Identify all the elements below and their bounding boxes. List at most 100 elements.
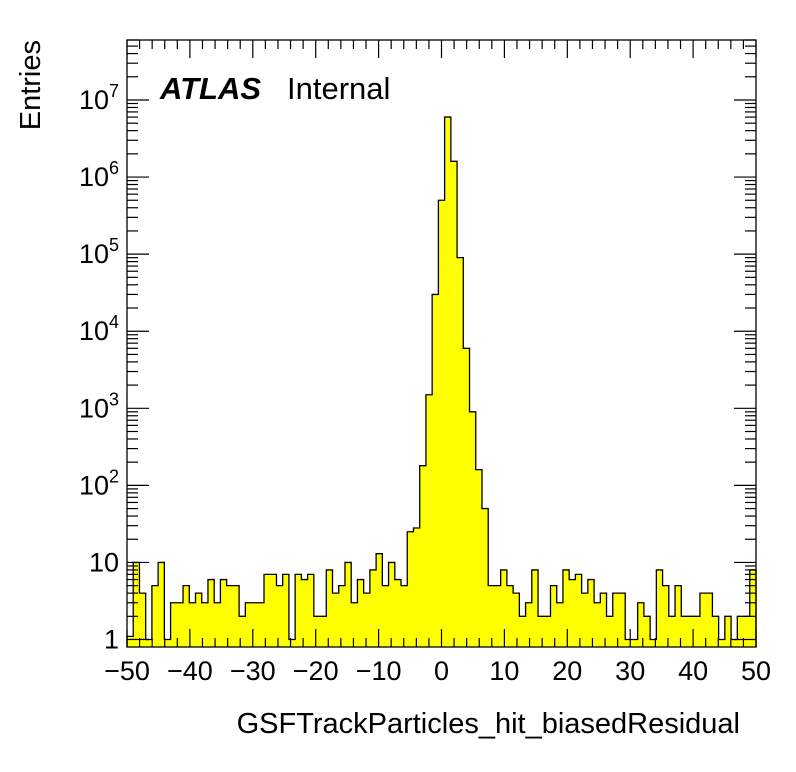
x-tick-label: −40: [167, 656, 213, 686]
histogram-bin: [183, 585, 190, 647]
histogram-bin: [133, 562, 140, 647]
histogram-bin: [594, 602, 601, 647]
histogram-bin: [631, 639, 639, 647]
histogram-bin: [494, 585, 502, 647]
histogram-bin: [463, 348, 470, 647]
histogram-bin: [413, 527, 421, 647]
histogram-bin: [450, 161, 458, 647]
histogram-bin: [706, 593, 713, 647]
histogram-bars: [127, 117, 757, 647]
histogram-bin: [363, 593, 371, 647]
histogram-bin: [637, 602, 645, 647]
histogram-bin: [313, 616, 321, 647]
y-axis-ticks: [127, 39, 756, 641]
x-tick-label: 10: [489, 656, 519, 686]
histogram-bin: [587, 579, 595, 647]
histogram-bin: [525, 602, 533, 647]
histogram-bin: [139, 593, 147, 647]
x-tick-label: 40: [678, 656, 708, 686]
histogram-bin: [438, 200, 446, 647]
histogram-bin: [264, 574, 271, 647]
histogram-bin: [550, 585, 558, 647]
histogram-bin: [195, 593, 203, 647]
histogram-bin: [432, 294, 439, 647]
histogram-bin: [556, 602, 564, 647]
x-axis-tick-labels: −50 −40 −30 −20 −10 0 10 20 30 40 50: [104, 656, 771, 686]
histogram-bin: [687, 616, 695, 647]
atlas-label: ATLAS: [159, 71, 261, 106]
x-tick-label: −20: [293, 656, 339, 686]
histogram-bin: [344, 562, 352, 647]
histogram-bin: [675, 585, 682, 647]
histogram-bin: [239, 616, 246, 647]
histogram-bin: [469, 411, 477, 647]
y-tick-label: 105: [79, 235, 119, 269]
x-tick-label: 50: [741, 656, 771, 686]
histogram-bin: [457, 257, 464, 647]
histogram-bin: [338, 585, 346, 647]
histogram-bin: [282, 574, 290, 647]
histogram-bin: [295, 574, 302, 647]
histogram-bin: [307, 574, 315, 647]
histogram-bin: [612, 593, 620, 647]
histogram-bin: [332, 593, 340, 647]
y-tick-label: 103: [79, 389, 119, 423]
histogram-bin: [257, 602, 265, 647]
y-tick-label: 107: [79, 81, 119, 115]
histogram-bin: [575, 574, 583, 647]
x-tick-label: 30: [615, 656, 645, 686]
histogram-bin: [232, 585, 240, 647]
histogram-bin: [170, 602, 178, 647]
histogram-bin: [220, 579, 228, 647]
histogram-bin: [357, 579, 365, 647]
histogram-bin: [513, 593, 520, 647]
y-tick-label: 106: [79, 158, 119, 192]
histogram-bin: [401, 585, 408, 647]
histogram-bin: [618, 593, 626, 647]
histogram-bin: [301, 579, 309, 647]
histogram-bin: [245, 602, 252, 647]
histogram-bin: [270, 574, 277, 647]
histogram-bin: [189, 602, 196, 647]
histogram-bin: [425, 394, 433, 647]
histogram-bin: [650, 639, 657, 647]
x-tick-label: −50: [104, 656, 150, 686]
histogram-bin: [538, 616, 545, 647]
y-tick-label: 102: [79, 466, 119, 500]
histogram-bin: [214, 602, 221, 647]
histogram-bin: [127, 636, 134, 647]
histogram-bin: [681, 616, 688, 647]
histogram-bin: [662, 585, 670, 647]
histogram-bin: [724, 616, 732, 647]
x-axis-title: GSFTrackParticles_hit_biasedResidual: [237, 708, 740, 740]
histogram-bin: [488, 585, 495, 647]
histogram-bin: [569, 579, 576, 647]
histogram-bin: [164, 639, 171, 647]
histogram-bin: [444, 117, 452, 647]
histogram-bin: [201, 602, 209, 647]
histogram-bin: [500, 569, 508, 647]
histogram-bin: [544, 616, 551, 647]
internal-label: Internal: [287, 71, 390, 106]
x-tick-label: 0: [434, 656, 449, 686]
histogram-bin: [176, 602, 184, 647]
y-tick-label: 10: [89, 547, 119, 577]
histogram-bin: [749, 569, 757, 647]
histogram-bin: [506, 585, 514, 647]
histogram-bin: [562, 569, 570, 647]
histogram-bin: [394, 579, 402, 647]
histogram-bin: [369, 569, 377, 647]
histogram-bin: [531, 569, 539, 647]
y-tick-label: 104: [79, 312, 119, 346]
y-tick-label: 1: [104, 625, 119, 655]
histogram-bin: [481, 508, 489, 647]
histogram-bin: [251, 602, 259, 647]
y-axis-title: Entries: [15, 40, 47, 130]
histogram-bin: [226, 585, 234, 647]
histogram-bin: [207, 579, 215, 647]
x-tick-label: −30: [230, 656, 276, 686]
histogram-bin: [737, 616, 744, 647]
histogram-outline: [126, 116, 757, 647]
histogram-bin: [276, 585, 284, 647]
